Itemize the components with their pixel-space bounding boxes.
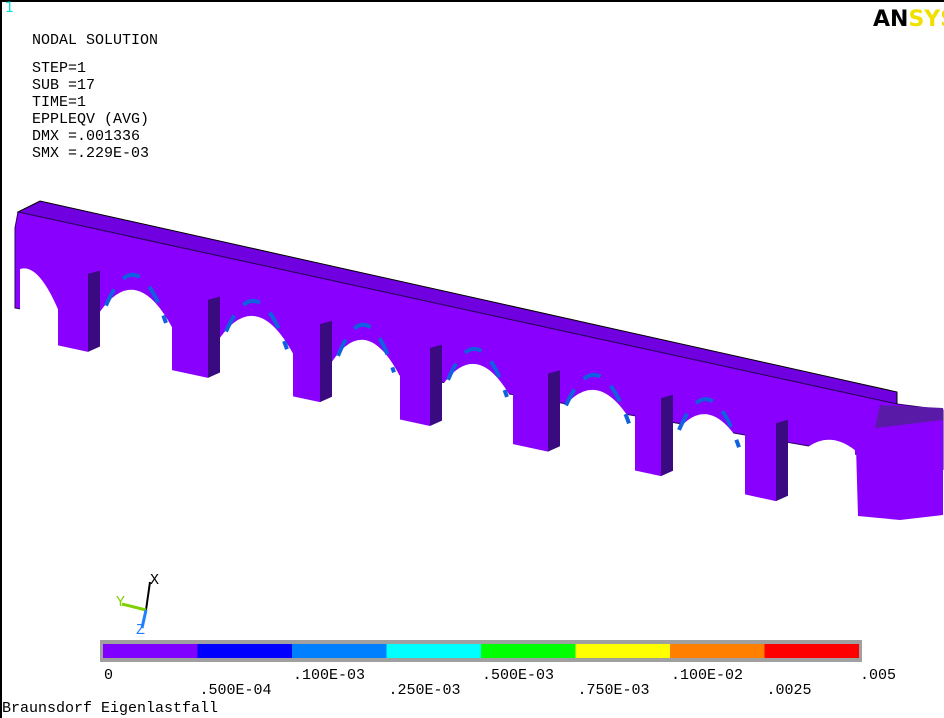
- arch-opening: [788, 440, 855, 610]
- arch-opening: [216, 316, 297, 581]
- triad-label-y: Y: [116, 594, 125, 611]
- page: {"plot_number": "1", "logo_parts": ["AN"…: [0, 0, 944, 718]
- pier-front: [400, 342, 430, 427]
- pier-side: [320, 321, 332, 402]
- legend-swatch: [387, 644, 482, 658]
- pier-side: [776, 420, 788, 501]
- triad-label-x: X: [150, 572, 159, 589]
- legend-swatch: [198, 644, 293, 658]
- legend-label: .100E-03: [293, 667, 365, 684]
- arch-opening: [669, 414, 749, 679]
- pier-side: [208, 296, 220, 377]
- logo-b: SYS: [908, 7, 944, 32]
- pier-front: [172, 292, 208, 378]
- info-line: EPPLEQV (AVG): [32, 111, 149, 128]
- info-line: SMX =.229E-03: [32, 145, 149, 162]
- legend-swatch: [576, 644, 671, 658]
- pier-side: [661, 395, 673, 476]
- legend-label: .005: [860, 667, 896, 684]
- pier-front: [745, 416, 776, 501]
- triad-label-z: Z: [136, 622, 145, 639]
- info-line: DMX =.001336: [32, 128, 140, 145]
- legend-swatch: [765, 644, 860, 658]
- arch-opening: [438, 364, 517, 629]
- legend-label: .100E-02: [671, 667, 743, 684]
- info-line: NODAL SOLUTION: [32, 32, 158, 49]
- legend-label: .750E-03: [578, 682, 650, 699]
- legend-label: 0: [104, 667, 113, 684]
- info-line: TIME=1: [32, 94, 86, 111]
- pier-front: [293, 318, 320, 402]
- info-line: SUB =17: [32, 77, 95, 94]
- ansys-window: 1 ANSYS NODAL SOLUTION STEP=1SUB =17TIME=…: [0, 0, 944, 718]
- footer-title: Braunsdorf Eigenlastfall: [2, 700, 218, 717]
- legend-label: .500E-03: [482, 667, 554, 684]
- legend-label: .500E-04: [200, 682, 272, 699]
- pier-front: [513, 366, 548, 452]
- abutment: [855, 412, 943, 520]
- legend-label: .0025: [767, 682, 812, 699]
- pier-side: [88, 270, 100, 351]
- info-line: STEP=1: [32, 60, 86, 77]
- arch-opening: [328, 340, 404, 605]
- pier-side: [430, 345, 442, 426]
- pier-front: [635, 393, 661, 477]
- logo-a: AN: [873, 7, 908, 32]
- plot-number: 1: [5, 0, 14, 16]
- arch-opening: [556, 390, 639, 656]
- legend-swatch: [103, 644, 198, 658]
- pier-front: [58, 267, 88, 352]
- legend-swatch: [670, 644, 765, 658]
- legend-label: .250E-03: [389, 682, 461, 699]
- legend-swatch: [292, 644, 387, 658]
- pier-side: [548, 370, 560, 451]
- legend-swatch: [481, 644, 576, 658]
- logo: ANSYS: [873, 7, 944, 32]
- arch-opening: [96, 290, 176, 555]
